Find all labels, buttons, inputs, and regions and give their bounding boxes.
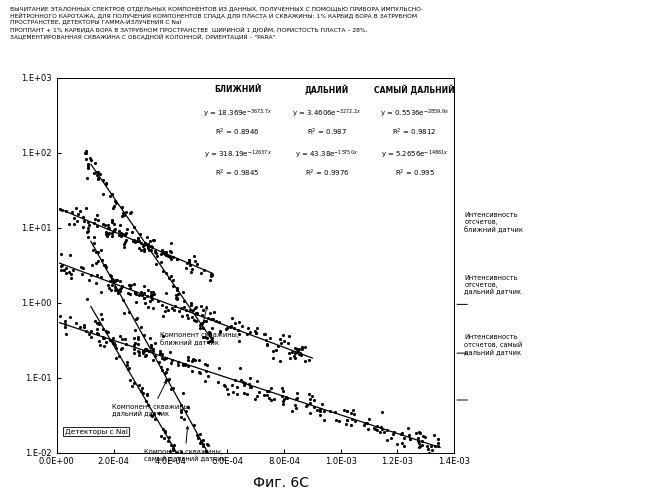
Text: Интенсивность
отсчетов, самый
дальний датчик: Интенсивность отсчетов, самый дальний да…: [464, 334, 522, 355]
Text: ЗАЦЕМЕНТИРОВАННАЯ СКВАЖИНА С ОБСАДНОЙ КОЛОННОЙ, ОРИЕНТАЦИЯ – "PARA": ЗАЦЕМЕНТИРОВАННАЯ СКВАЖИНА С ОБСАДНОЙ КО…: [10, 33, 275, 39]
Text: ПРОСТРАНСТВЕ, ДЕТЕКТОРЫ ГАММА-ИЗЛУЧЕНИЯ С NaI: ПРОСТРАНСТВЕ, ДЕТЕКТОРЫ ГАММА-ИЗЛУЧЕНИЯ …: [10, 19, 181, 24]
Text: y = 3.4606e$^{-3272.2x}$: y = 3.4606e$^{-3272.2x}$: [293, 108, 361, 120]
Text: R$^2$ = 0.987: R$^2$ = 0.987: [307, 126, 347, 138]
Text: R$^2$ = 0.995: R$^2$ = 0.995: [395, 168, 434, 179]
Text: Интенсивность
отсчетов,
дальний датчик: Интенсивность отсчетов, дальний датчик: [464, 274, 521, 295]
Text: Компонент скважины,
самый дальний датчик: Компонент скважины, самый дальний датчик: [144, 426, 226, 462]
Text: y = 5.2656e$^{-14861x}$: y = 5.2656e$^{-14861x}$: [381, 149, 448, 161]
Text: Интенсивность
отсчетов,
ближний датчик: Интенсивность отсчетов, ближний датчик: [464, 212, 523, 233]
Text: R$^2$ = 0.8946: R$^2$ = 0.8946: [215, 126, 260, 138]
Text: САМЫЙ ДАЛЬНИЙ: САМЫЙ ДАЛЬНИЙ: [374, 85, 455, 95]
Text: ВЫЧИТАНИЕ ЭТАЛОННЫХ СПЕКТРОВ ОТДЕЛЬНЫХ КОМПОНЕНТОВ ИЗ ДАННЫХ, ПОЛУЧЕННЫХ С ПОМОЩ: ВЫЧИТАНИЕ ЭТАЛОННЫХ СПЕКТРОВ ОТДЕЛЬНЫХ К…: [10, 6, 423, 11]
Text: y = 43.38e$^{-15750x}$: y = 43.38e$^{-15750x}$: [295, 149, 359, 161]
Text: y = 0.5536e$^{-2859.9x}$: y = 0.5536e$^{-2859.9x}$: [380, 108, 449, 120]
Text: R$^2$ = 0.9812: R$^2$ = 0.9812: [392, 126, 437, 138]
Text: НЕЙТРОННОГО КАРОТАЖА, ДЛЯ ПОЛУЧЕНИЯ КОМПОНЕНТОВ СПАДА ДЛЯ ПЛАСТА И СКВАЖИНЫ: 1% : НЕЙТРОННОГО КАРОТАЖА, ДЛЯ ПОЛУЧЕНИЯ КОМП…: [10, 12, 417, 18]
Text: БЛИЖНИЙ: БЛИЖНИЙ: [214, 85, 261, 94]
Text: ПРОППАНТ + 1% КАРБИДА БОРА В ЗАТРУБНОМ ПРОСТРАНСТВЕ  ШИРИНОЙ 1 ДЮЙМ, ПОРИСТОСТЬ : ПРОППАНТ + 1% КАРБИДА БОРА В ЗАТРУБНОМ П…: [10, 26, 367, 32]
Text: Фиг. 6С: Фиг. 6С: [253, 476, 309, 490]
Text: R$^2$ = 0.9845: R$^2$ = 0.9845: [215, 168, 260, 179]
Text: Компонент скважины,
ближний датчик: Компонент скважины, ближний датчик: [160, 306, 239, 346]
Text: y = 318.19e$^{-12637x}$: y = 318.19e$^{-12637x}$: [204, 149, 272, 161]
Text: R$^2$ = 0.9976: R$^2$ = 0.9976: [305, 168, 349, 179]
Text: Компонент скважины,
дальний датчик: Компонент скважины, дальний датчик: [112, 381, 191, 418]
Text: ДАЛЬНИЙ: ДАЛЬНИЙ: [305, 85, 349, 95]
Text: Детекторы с NaI: Детекторы с NaI: [65, 429, 128, 435]
Text: y = 18.369e$^{-3673.7x}$: y = 18.369e$^{-3673.7x}$: [203, 108, 272, 120]
